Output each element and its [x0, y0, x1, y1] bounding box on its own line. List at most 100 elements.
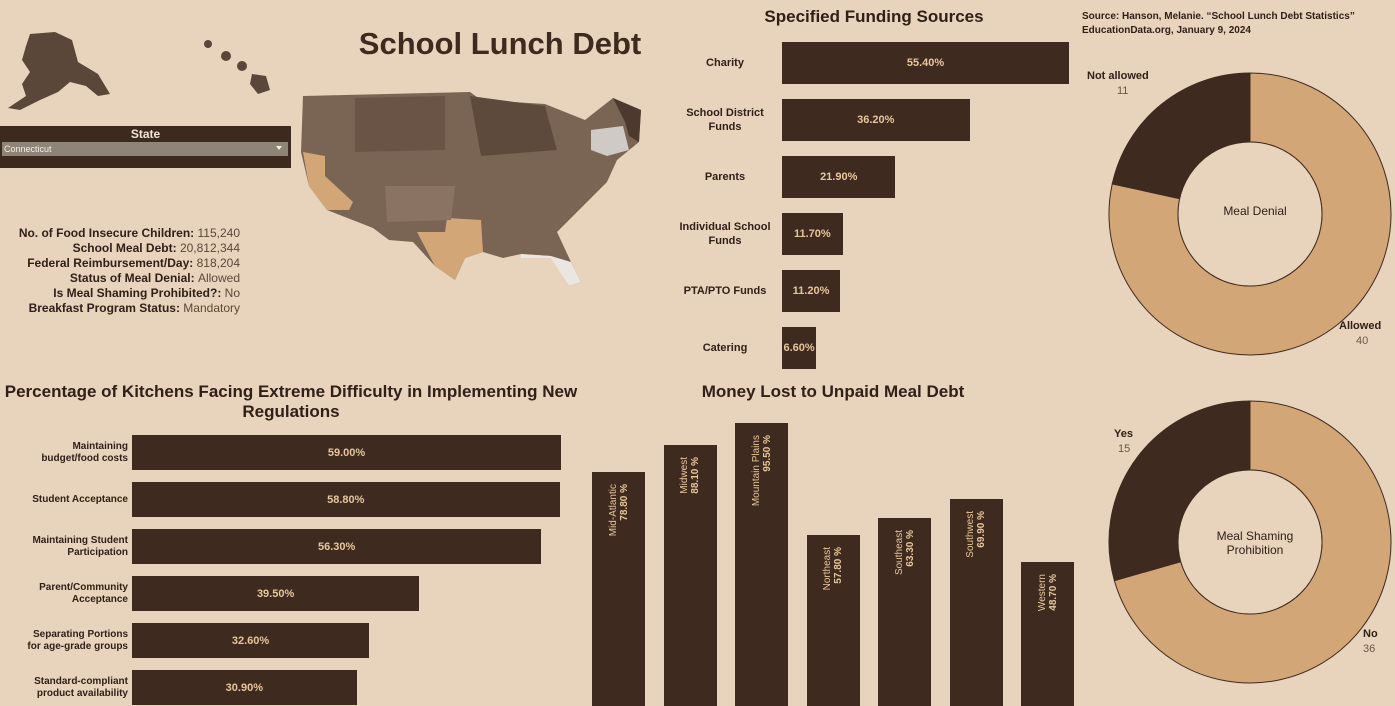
- meal-denial-center-hole: [1177, 141, 1323, 287]
- funding-chart-title: Specified Funding Sources: [764, 7, 984, 26]
- mountain-shape: [355, 96, 445, 152]
- stat-label: No. of Food Insecure Children: [18, 226, 191, 240]
- source-line-1: Source: Hanson, Melanie. “School Lunch D…: [1082, 11, 1355, 22]
- region-bar-label: Mid-Atlantic 78.80 %: [607, 484, 630, 537]
- hawaii-island-1: [204, 40, 212, 48]
- kitchens-chart-title: Percentage of Kitchens Facing Extreme Di…: [0, 382, 582, 422]
- state-dropdown[interactable]: Connecticut: [2, 142, 288, 156]
- stat-label: Status of Meal Denial: [69, 271, 191, 285]
- midwest-shape: [470, 96, 557, 156]
- funding-bar-value: 21.90%: [820, 171, 858, 183]
- funding-bar-value: 55.40%: [906, 57, 945, 69]
- region-bar: [806, 534, 860, 706]
- stat-federal-reimbursement: Federal Reimbursement/Day: 818,204: [27, 256, 240, 270]
- funding-category-label: Individual School Funds: [679, 221, 771, 247]
- chevron-down-icon[interactable]: [276, 146, 282, 150]
- stat-label: School Meal Debt: [72, 241, 173, 255]
- funding-chart: Charity 55.40% School District Funds 36.20% P…: [670, 38, 1090, 378]
- meal-denial-allowed-label: Allowed: [1339, 320, 1382, 332]
- us-states-map[interactable]: [295, 90, 670, 290]
- alaska-hawaii-map[interactable]: [0, 14, 300, 124]
- stat-value: 20,812,344: [179, 241, 240, 255]
- region-bar-label: Western 48.70 %: [1036, 573, 1059, 611]
- funding-category-label: School District Funds: [686, 107, 764, 133]
- region-bar: [1021, 561, 1074, 706]
- us-mainland-shape: [301, 92, 641, 286]
- kitchens-bar: [132, 670, 357, 705]
- northeast-shape: [613, 98, 641, 142]
- funding-bar-value: 11.70%: [793, 228, 831, 240]
- meal-shaming-center-line-1: Meal Shaming: [1216, 529, 1294, 543]
- source-note: Source: Hanson, Melanie. “School Lunch D…: [1082, 10, 1382, 38]
- meal-shaming-center-hole: [1177, 469, 1323, 615]
- region-bar-label: Northeast 57.80 %: [822, 546, 844, 591]
- stat-meal-denial: Status of Meal Denial: Allowed: [69, 271, 240, 285]
- meal-shaming-yes-count: 15: [1118, 443, 1131, 455]
- southwest-shape: [385, 186, 455, 222]
- kitchens-title-line-1: Percentage of Kitchens Facing Extreme Di…: [4, 382, 578, 401]
- regions-chart-title: Money Lost to Unpaid Meal Debt: [701, 382, 965, 401]
- source-line-2: EducationData.org, January 9, 2024: [1082, 25, 1251, 36]
- meal-shaming-donut: [1108, 400, 1392, 684]
- funding-bar-value: 6.60%: [783, 342, 815, 354]
- state-dropdown-value: Connecticut: [4, 144, 52, 154]
- stat-meal-shaming: Is Meal Shaming Prohibited?: No: [53, 286, 240, 300]
- stat-value: 818,204: [196, 256, 240, 270]
- kitchens-bar: [132, 576, 420, 611]
- kitchens-title-line-2: Regulations: [242, 402, 340, 421]
- region-bar: [878, 518, 931, 706]
- kitchens-bar: [132, 529, 542, 564]
- meal-denial-allowed-count: 40: [1356, 335, 1369, 347]
- meal-shaming-no-label: No: [1363, 628, 1378, 640]
- funding-bar-value: 36.20%: [857, 114, 895, 126]
- meal-shaming-yes-label: Yes: [1114, 428, 1133, 440]
- region-bar: [592, 472, 645, 706]
- funding-category-label: Charity: [706, 57, 744, 69]
- meal-shaming-no-count: 36: [1363, 643, 1376, 655]
- kitchens-bar-value: 59.00%: [327, 446, 366, 459]
- stat-value: Allowed: [197, 271, 240, 285]
- funding-bar-value: 11.20%: [792, 285, 830, 297]
- funding-bar: [782, 42, 1069, 84]
- region-bar-label: Mountain Plains 95.50 %: [750, 435, 773, 507]
- region-bar: [735, 423, 788, 706]
- region-bar-label: Southwest 69.90 %: [965, 510, 987, 558]
- funding-bar: [782, 99, 970, 141]
- stat-label: Is Meal Shaming Prohibited?: [53, 286, 218, 300]
- texas-shape: [417, 218, 483, 280]
- meal-shaming-center-label: Meal Shaming Prohibition: [1190, 529, 1320, 557]
- stat-food-insecure: No. of Food Insecure Children: 115,240: [18, 226, 241, 240]
- kitchens-category-label: Separating Portions for age-grade groups: [27, 628, 128, 652]
- dashboard-title: School Lunch Debt: [358, 26, 642, 61]
- kitchens-category-label: Student Acceptance: [32, 493, 128, 505]
- florida-shape: [521, 254, 581, 286]
- region-bar-label: Southeast 63.30 %: [893, 530, 916, 576]
- kitchens-category-label: Maintaining Student Participation: [32, 534, 128, 558]
- regions-chart: Mid-Atlantic 78.80 % Midwest 88.10 % Mountai…: [585, 405, 1085, 706]
- region-bar: [663, 444, 717, 706]
- region-bar-label: Midwest 88.10 %: [679, 456, 701, 494]
- meal-denial-center-label: Meal Denial: [1223, 204, 1287, 218]
- meal-denial-not-allowed-label: Not allowed: [1087, 70, 1149, 82]
- state-stats-panel: No. of Food Insecure Children: 115,240 S…: [0, 226, 240, 316]
- stat-value: 115,240: [197, 226, 241, 240]
- kitchens-bar-value: 30.90%: [225, 681, 263, 694]
- region-bar: [949, 498, 1003, 706]
- funding-bar: [782, 270, 841, 312]
- funding-bar: [782, 213, 843, 255]
- meal-shaming-center-line-2: Prohibition: [1226, 543, 1284, 557]
- stat-value: No: [224, 286, 240, 300]
- kitchens-bar: [132, 482, 560, 517]
- meal-denial-not-allowed-count: 11: [1117, 85, 1129, 97]
- kitchens-bar-value: 58.80%: [327, 493, 365, 506]
- stat-value: Mandatory: [183, 301, 240, 315]
- kitchens-chart: Maintaining budget/food costs 59.00% Studen…: [0, 430, 580, 706]
- kitchens-bar: [132, 435, 561, 470]
- funding-bar: [782, 156, 896, 198]
- kitchens-bar-value: 32.60%: [231, 634, 270, 647]
- stat-label: Breakfast Program Status: [28, 301, 176, 315]
- funding-bar: [782, 327, 817, 369]
- new-york-shape: [591, 126, 629, 156]
- kitchens-category-label: Standard-compliant product availability: [34, 675, 128, 699]
- stat-label: Federal Reimbursement/Day: [27, 256, 190, 270]
